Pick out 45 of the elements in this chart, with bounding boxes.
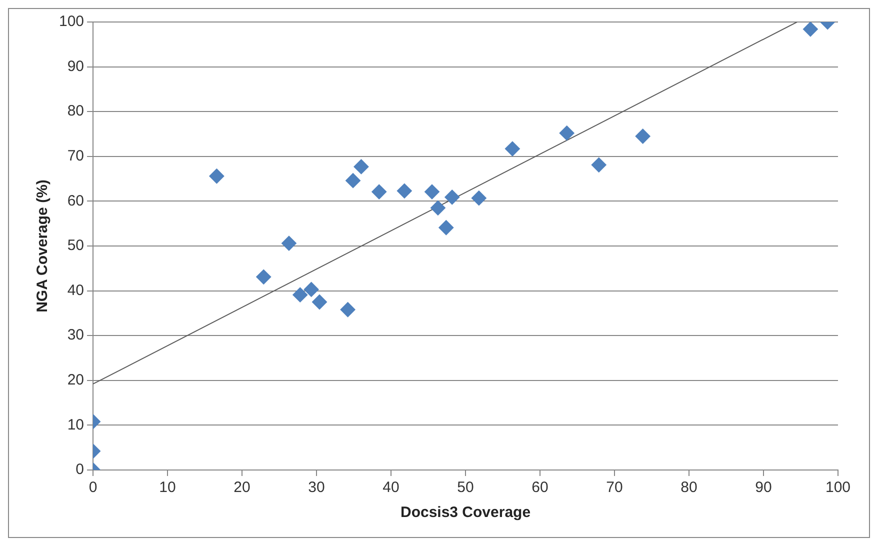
y-tick-label: 80: [67, 102, 84, 120]
point: [354, 159, 369, 174]
point: [209, 168, 224, 184]
x-tick-label: 70: [606, 479, 623, 496]
y-tick-label: 40: [67, 282, 84, 299]
point: [281, 236, 296, 251]
point: [304, 282, 319, 297]
point: [504, 141, 520, 156]
point: [256, 269, 272, 284]
point: [591, 157, 606, 172]
point: [424, 184, 440, 200]
y-axis-title: NGA Coverage (%): [34, 180, 52, 312]
x-tick-label: 10: [159, 479, 176, 496]
point: [346, 173, 361, 188]
x-tick-label: 80: [680, 479, 698, 496]
x-tick-label: 30: [308, 479, 325, 496]
x-tick-label: 0: [88, 479, 98, 496]
x-axis-title: Docsis3 Coverage: [400, 504, 531, 522]
x-tick-label: 40: [382, 479, 400, 496]
point: [312, 294, 327, 310]
point: [396, 183, 412, 198]
x-tick-label: 60: [532, 479, 548, 496]
x-tick-label: 90: [755, 479, 772, 496]
y-tick-label: 20: [67, 372, 84, 389]
y-tick-label: 100: [58, 13, 84, 30]
x-tick-label: 20: [234, 479, 250, 496]
point: [471, 190, 486, 206]
y-tick-label: 30: [67, 326, 84, 344]
point: [438, 220, 454, 236]
y-tick-label: 60: [67, 192, 84, 210]
point: [444, 190, 460, 205]
point: [292, 287, 308, 302]
point: [372, 184, 387, 200]
point: [802, 22, 818, 37]
point: [559, 126, 574, 141]
point: [635, 128, 650, 144]
x-tick-label: 50: [457, 479, 474, 496]
point: [430, 200, 446, 216]
y-tick-label: 0: [76, 461, 84, 478]
y-tick-label: 90: [67, 58, 84, 75]
y-tick-label: 10: [67, 416, 84, 434]
x-tick-label: 100: [825, 479, 851, 496]
point: [340, 302, 356, 318]
y-tick-label: 50: [67, 237, 84, 254]
y-tick-label: 70: [67, 148, 84, 165]
